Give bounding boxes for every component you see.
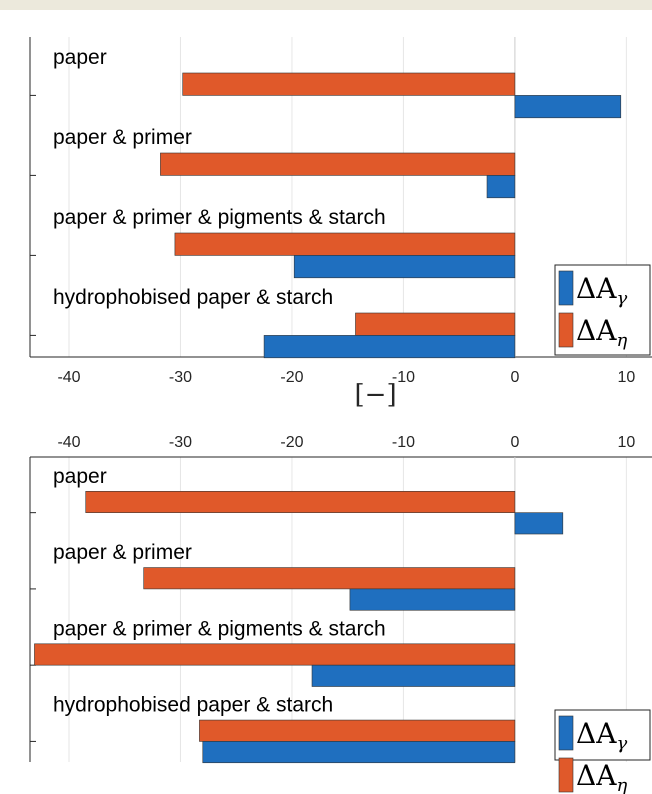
- x-tick-label-2: -30: [169, 369, 192, 386]
- top-rule: [0, 0, 652, 10]
- bar-gamma-4: [202, 741, 516, 764]
- bar-gamma-1: [514, 512, 564, 535]
- bar-gamma-4: [263, 335, 516, 359]
- category-label-1: paper: [53, 46, 107, 69]
- x-tick-label-1: -40: [57, 369, 80, 386]
- legend-swatch-1: [558, 715, 574, 751]
- bar-gamma-2: [349, 588, 516, 611]
- category-label-3: paper & primer & pigments & starch: [53, 206, 386, 229]
- x-tick-label-3: -20: [280, 369, 303, 386]
- legend-label-2: ΔAη: [576, 759, 627, 794]
- chart-panel-1: paper paper & primer paper & primer & pigm…: [29, 37, 652, 410]
- bar-eta-2: [143, 567, 516, 590]
- x-tick-label-2: -30: [169, 434, 192, 451]
- x-tick-label-4: -10: [392, 434, 415, 451]
- x-tick-label-6: 10: [617, 434, 635, 451]
- category-label-2: paper & primer: [53, 126, 192, 149]
- x-tick-label-5: 0: [510, 369, 519, 386]
- bar-eta-1: [85, 491, 516, 513]
- bar-eta-3: [34, 643, 516, 666]
- chart-panel-2: paper paper & primer paper & primer & pigm…: [29, 434, 652, 794]
- bar-eta-1: [182, 72, 516, 96]
- bar-eta-2: [160, 152, 516, 176]
- legend-swatch-2: [558, 312, 574, 348]
- bar-gamma-3: [293, 255, 516, 279]
- legend-swatch-1: [558, 270, 574, 306]
- category-label-3: paper & primer & pigments & starch: [53, 617, 386, 640]
- bar-eta-4: [355, 312, 516, 336]
- x-tick-label-6: 10: [617, 369, 635, 386]
- bar-gamma-2: [486, 175, 516, 199]
- x-tick-label-1: -40: [57, 434, 80, 451]
- x-tick-label-3: -20: [280, 434, 303, 451]
- x-axis-label: [−]: [355, 380, 397, 410]
- category-label-4: hydrophobised paper & starch: [53, 286, 333, 309]
- bar-eta-3: [174, 232, 516, 256]
- category-label-2: paper & primer: [53, 541, 192, 564]
- x-tick-label-5: 0: [510, 434, 519, 451]
- legend-swatch-2: [558, 757, 574, 793]
- bar-gamma-1: [514, 95, 622, 119]
- bar-eta-4: [199, 719, 516, 742]
- bar-gamma-3: [311, 664, 516, 687]
- category-label-4: hydrophobised paper & starch: [53, 694, 333, 717]
- category-label-1: paper: [53, 465, 107, 488]
- x-tick-label-4: -10: [392, 369, 415, 386]
